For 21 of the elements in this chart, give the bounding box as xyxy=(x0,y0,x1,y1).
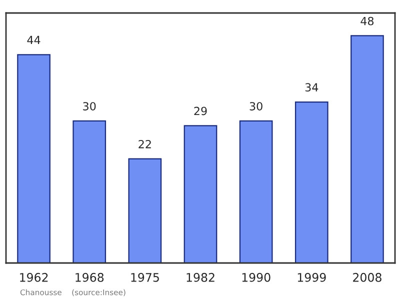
data-label: 30 xyxy=(250,102,262,110)
data-label: 34 xyxy=(305,83,318,92)
x-tick-label: 1962 xyxy=(20,272,48,282)
data-label: 30 xyxy=(83,102,96,110)
x-tick-label: 1975 xyxy=(131,272,159,282)
data-label: 48 xyxy=(360,16,374,26)
bar xyxy=(72,120,106,263)
x-tick-label: 2008 xyxy=(353,272,382,282)
bar xyxy=(350,35,384,263)
x-tick-label: 1990 xyxy=(242,272,270,282)
x-tick-label: 1999 xyxy=(298,272,326,282)
x-tick-label: 1968 xyxy=(76,272,104,282)
data-label: 44 xyxy=(27,36,40,44)
data-label: 29 xyxy=(194,106,207,116)
bar xyxy=(184,125,218,263)
bar xyxy=(294,101,328,263)
bar xyxy=(17,54,50,263)
bar xyxy=(128,158,162,263)
x-tick-label: 1982 xyxy=(186,272,214,282)
bar xyxy=(239,120,273,263)
data-label: 22 xyxy=(138,140,151,148)
